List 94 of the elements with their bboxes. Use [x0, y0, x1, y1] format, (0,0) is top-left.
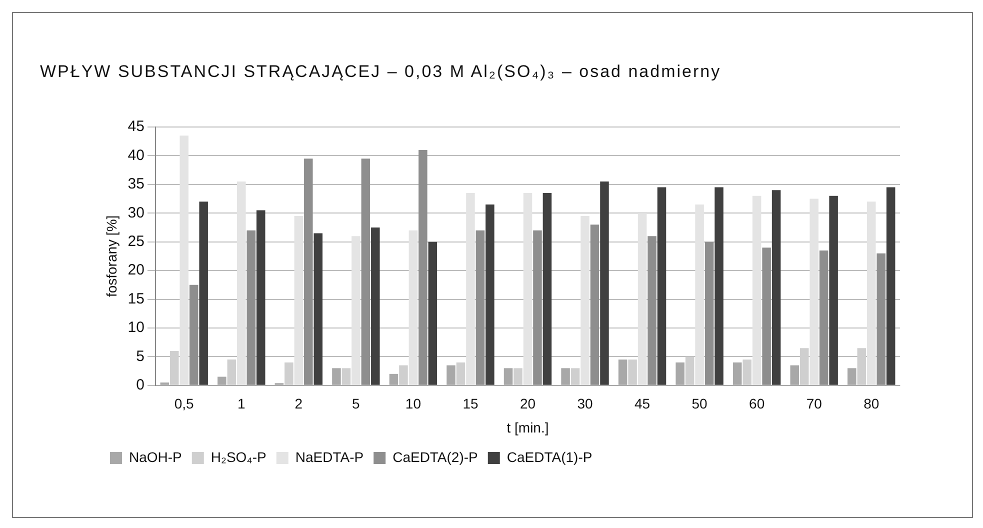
bar: [714, 187, 724, 385]
y-tick-label: 40: [128, 146, 144, 164]
bar: [246, 230, 256, 385]
x-axis-title: t [min.]: [506, 419, 549, 436]
bar: [304, 158, 313, 385]
bar: [561, 368, 570, 385]
bar: [189, 284, 198, 385]
bar: [752, 196, 762, 385]
bar: [542, 193, 552, 385]
bar: [256, 210, 266, 385]
bar: [456, 362, 466, 385]
bar: [685, 356, 694, 385]
bar: [361, 158, 370, 385]
bar: [570, 368, 580, 385]
bar: [446, 365, 456, 385]
bar: [600, 182, 609, 385]
bar: [618, 360, 628, 385]
y-tick-label: 0: [136, 376, 144, 394]
x-tick-label: 2: [294, 396, 303, 412]
x-tick-label: 10: [405, 396, 422, 412]
bar: [170, 350, 179, 385]
bar: [657, 187, 666, 385]
bar: [237, 182, 246, 385]
bar: [676, 362, 684, 385]
bar: [332, 368, 341, 385]
bar: [810, 198, 818, 385]
bar: [742, 360, 752, 385]
bar: [428, 242, 438, 385]
bar: [790, 365, 800, 385]
bar: [628, 360, 637, 385]
chart-title: WPŁYW SUBSTANCJI STRĄCAJĄCEJ – 0,03 M Al₂(SO₄)₃ – osad nadmierny: [40, 62, 722, 82]
bar: [180, 136, 188, 385]
x-tick-label: 20: [520, 396, 536, 412]
bar: [848, 368, 856, 385]
bar: [408, 230, 418, 385]
bar: [227, 360, 236, 385]
bar: [504, 368, 513, 385]
bar: [800, 348, 809, 385]
x-tick-label: 45: [634, 396, 650, 412]
bar: [886, 187, 896, 385]
bar: [648, 236, 656, 385]
y-tick-label: 15: [128, 290, 144, 308]
bar: [829, 196, 838, 385]
y-tick-label: 35: [128, 176, 144, 193]
bar: [876, 253, 886, 385]
bar: [418, 150, 428, 385]
bar: [514, 368, 522, 385]
y-tick-label: 30: [128, 204, 144, 222]
bar: [314, 233, 323, 385]
bar: [486, 204, 494, 385]
y-axis-title: fosforany [%]: [103, 215, 120, 298]
x-tick-label: 70: [806, 396, 822, 412]
bar: [533, 230, 542, 385]
bar: [294, 216, 304, 385]
bar: [371, 227, 380, 385]
bar: [819, 250, 828, 385]
x-tick-label: 5: [352, 396, 360, 412]
bar: [638, 213, 647, 385]
bar: [199, 202, 208, 385]
x-tick-label: 30: [577, 396, 594, 412]
legend-label: H₂SO₄-P: [210, 448, 266, 465]
bar: [399, 365, 408, 385]
bar: [389, 374, 398, 385]
bar: [732, 362, 742, 385]
bar: [284, 362, 294, 385]
legend-label: NaOH-P: [129, 448, 182, 465]
y-tick-label: 10: [128, 319, 144, 336]
x-tick-label: 50: [692, 396, 708, 412]
bar: [695, 204, 704, 385]
bar: [590, 224, 600, 385]
bar: [704, 242, 714, 385]
bar: [476, 230, 485, 385]
bar: [342, 368, 351, 385]
legend-label: CaEDTA(2)-P: [392, 448, 478, 465]
bar: [523, 193, 532, 385]
x-tick-label: 60: [749, 396, 765, 412]
x-tick-label: 15: [462, 396, 478, 412]
y-tick-label: 5: [136, 348, 144, 365]
bar: [580, 216, 590, 385]
legend-label: NaEDTA-P: [295, 448, 364, 465]
y-tick-label: 25: [128, 232, 144, 250]
x-tick-label: 80: [864, 396, 880, 412]
bar: [762, 248, 771, 385]
bar: [352, 236, 360, 385]
bar: [866, 202, 876, 385]
bar: [218, 376, 226, 385]
bar: [857, 348, 866, 385]
y-tick-label: 20: [128, 262, 144, 279]
bar: [466, 193, 475, 385]
x-tick-label: 0,5: [174, 396, 194, 412]
bar: [772, 190, 781, 385]
legend-label: CaEDTA(1)-P: [506, 448, 592, 465]
y-tick-label: 45: [128, 118, 144, 136]
x-tick-label: 1: [237, 396, 246, 412]
